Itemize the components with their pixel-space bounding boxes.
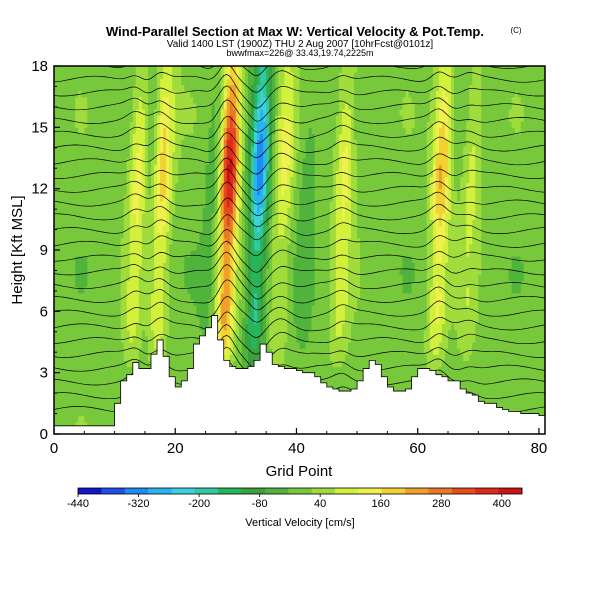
theta-contour [54, 74, 545, 109]
colorbar-swatch [358, 488, 383, 494]
y-tick-label: 9 [40, 242, 48, 259]
terrain-profile [54, 315, 545, 434]
colorbar-swatch [451, 488, 476, 494]
y-tick-label: 6 [40, 303, 48, 320]
y-axis-label: Height [Kft MSL] [9, 195, 26, 304]
theta-contour [54, 99, 545, 133]
theta-contour [54, 346, 545, 383]
colorbar-swatch [475, 488, 500, 494]
title-mark: (C) [510, 26, 521, 35]
theta-contour [54, 264, 545, 300]
colorbar-tick-label: -80 [252, 498, 268, 510]
x-tick-label: 20 [167, 440, 184, 457]
terrain [54, 315, 545, 434]
x-tick-label: 80 [531, 440, 548, 457]
colorbar-swatch [124, 488, 149, 494]
colorbar-tick-label: 280 [432, 498, 450, 510]
theta-contour [54, 324, 545, 355]
theta-contour [54, 335, 545, 371]
colorbar-tick-label: 160 [372, 498, 390, 510]
colorbar-swatch [381, 488, 406, 494]
colorbar-swatch [264, 488, 289, 494]
colorbar-frame [77, 487, 523, 495]
theta-contour [54, 279, 545, 311]
x-tick-label: 0 [50, 440, 58, 457]
colorbar-swatch [498, 488, 523, 494]
chart-title: Wind-Parallel Section at Max W: Vertical… [106, 24, 484, 39]
x-axis-label: Grid Point [266, 463, 334, 480]
colorbar-swatch [218, 488, 242, 494]
colorbar-tick-label: 400 [493, 498, 511, 510]
x-axis: 0 20 40 60 80 [50, 428, 547, 457]
theta-contour [54, 228, 545, 257]
colorbar-swatch [428, 488, 453, 494]
theta-contour [54, 296, 545, 323]
theta-contour [54, 157, 545, 191]
chart-subtitle-valid: Valid 1400 LST (1900Z) THU 2 Aug 2007 [1… [167, 39, 434, 50]
colorbar-swatch [405, 488, 429, 494]
theta-contour [54, 66, 545, 93]
theta-contour [54, 66, 532, 77]
theta-contour [54, 251, 545, 288]
colorbar-swatch [241, 488, 266, 494]
theta-contour [54, 168, 545, 205]
colorbar-swatch [311, 488, 336, 494]
colorbar-tick-label: -440 [67, 498, 89, 510]
theta-contour [54, 197, 545, 228]
colorbar-label: Vertical Velocity [cm/s] [245, 517, 354, 529]
colorbar-swatch [335, 488, 359, 494]
y-tick-label: 12 [31, 181, 48, 198]
colorbar-swatch [148, 488, 172, 494]
theta-contour [54, 311, 545, 338]
theta-contour [54, 115, 545, 145]
colorbar-swatch [78, 488, 102, 494]
theta-contour [54, 146, 545, 175]
colorbar-swatch [171, 488, 196, 494]
chart-subtitle-max: bwwfmax=226@ 33.43,19.74,2225m [227, 48, 374, 58]
y-tick-label: 18 [31, 58, 48, 75]
theta-contour [54, 132, 545, 159]
colorbar-swatch [288, 488, 313, 494]
y-tick-label: 15 [31, 119, 48, 136]
colorbar: -440 -320 -200 -80 40 160 280 400 [67, 487, 523, 510]
theta-contour [54, 181, 545, 217]
colorbar-tick-label: -200 [188, 498, 210, 510]
colorbar-tick-label: -320 [128, 498, 150, 510]
y-tick-label: 3 [40, 365, 48, 382]
y-tick-label: 0 [40, 426, 48, 443]
x-tick-label: 40 [288, 440, 305, 457]
theta-contour [54, 240, 545, 273]
colorbar-tick-label: 40 [314, 498, 326, 510]
x-tick-label: 60 [409, 440, 426, 457]
theta-contour [54, 85, 545, 122]
colorbar-swatch [194, 488, 219, 494]
colorbar-swatch [101, 488, 126, 494]
theta-contour [54, 214, 545, 241]
y-axis: 0 3 6 9 12 15 18 [31, 58, 60, 443]
